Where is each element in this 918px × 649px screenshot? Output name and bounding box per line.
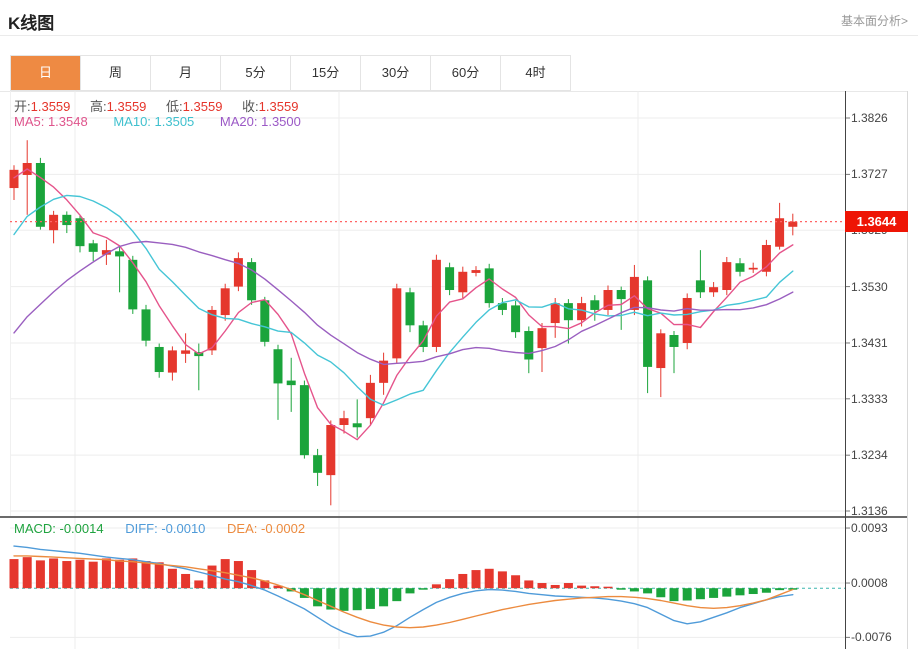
price-axis-label: 1.3530 xyxy=(851,279,888,294)
open-readout: 开:1.3559 xyxy=(14,99,71,114)
dea-readout: DEA: -0.0002 xyxy=(227,521,306,536)
macd-axis-label: -0.0076 xyxy=(851,630,892,645)
low-readout: 低:1.3559 xyxy=(166,99,223,114)
macd-axis-label: 0.0093 xyxy=(851,521,888,536)
ma10-readout: MA10: 1.3505 xyxy=(113,114,195,129)
tab-month[interactable]: 月 xyxy=(151,56,221,90)
price-axis-label: 1.3333 xyxy=(851,391,888,406)
tab-5min[interactable]: 5分 xyxy=(221,56,291,90)
high-readout: 高:1.3559 xyxy=(90,99,147,114)
fundamental-analysis-link[interactable]: 基本面分析> xyxy=(840,14,908,28)
macd-legend: MACD: -0.0014 DIFF: -0.0010 DEA: -0.0002 xyxy=(14,521,323,536)
tab-day[interactable]: 日 xyxy=(11,56,81,90)
tab-week[interactable]: 周 xyxy=(81,56,151,90)
tab-30min[interactable]: 30分 xyxy=(361,56,431,90)
ma5-readout: MA5: 1.3548 xyxy=(14,114,88,129)
price-axis-label: 1.3727 xyxy=(851,167,888,182)
price-axis-label: 1.3431 xyxy=(851,335,888,350)
tab-15min[interactable]: 15分 xyxy=(291,56,361,90)
macd-axis-label: 0.0008 xyxy=(851,576,888,591)
diff-readout: DIFF: -0.0010 xyxy=(125,521,206,536)
last-price-badge: 1.3644 xyxy=(845,211,908,232)
price-axis-label: 1.3826 xyxy=(851,111,888,125)
page-title: K线图 xyxy=(8,14,55,33)
price-axis-label: 1.3234 xyxy=(851,448,888,463)
header-divider xyxy=(0,35,918,36)
ma20-readout: MA20: 1.3500 xyxy=(219,114,301,129)
macd-readout: MACD: -0.0014 xyxy=(14,521,104,536)
price-axis-label: 1.3136 xyxy=(851,504,888,518)
ohlc-legend: 开:1.3559 高:1.3559 低:1.3559 收:1.3559 xyxy=(14,96,314,115)
period-tabbar: 日 周 月 5分 15分 30分 60分 4时 xyxy=(10,55,571,91)
close-readout: 收:1.3559 xyxy=(242,99,299,114)
tab-60min[interactable]: 60分 xyxy=(431,56,501,90)
ma-legend: MA5: 1.3548 MA10: 1.3505 MA20: 1.3500 xyxy=(14,114,323,129)
tab-4hour[interactable]: 4时 xyxy=(501,56,570,90)
